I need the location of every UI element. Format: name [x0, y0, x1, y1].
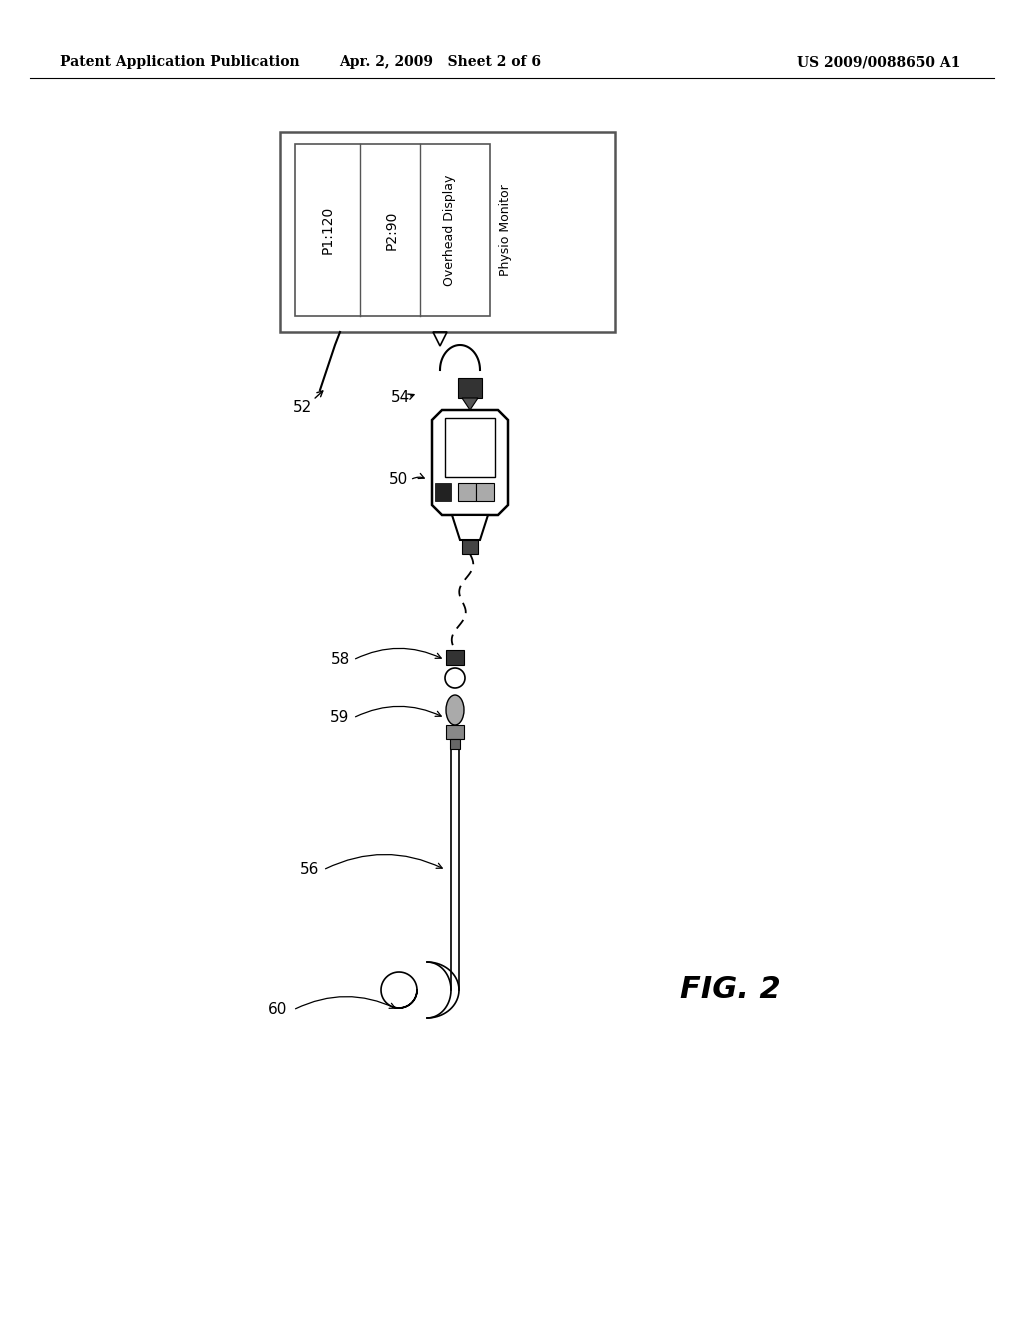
Polygon shape: [462, 399, 478, 411]
Text: 58: 58: [331, 652, 349, 668]
Bar: [446, 725, 464, 739]
Bar: [462, 540, 478, 554]
Bar: [280, 132, 615, 333]
Text: Overhead Display: Overhead Display: [443, 174, 457, 285]
Bar: [458, 378, 482, 399]
Bar: [295, 144, 490, 315]
Text: US 2009/0088650 A1: US 2009/0088650 A1: [797, 55, 961, 69]
Text: Apr. 2, 2009   Sheet 2 of 6: Apr. 2, 2009 Sheet 2 of 6: [339, 55, 541, 69]
Bar: [435, 483, 451, 502]
Text: 54: 54: [390, 391, 410, 405]
Text: 59: 59: [331, 710, 349, 726]
Text: 56: 56: [300, 862, 319, 878]
Bar: [446, 649, 464, 665]
Text: P1:120: P1:120: [321, 206, 335, 255]
Text: P2:90: P2:90: [385, 210, 399, 249]
Text: FIG. 2: FIG. 2: [680, 975, 780, 1005]
Bar: [445, 418, 495, 477]
Text: 52: 52: [293, 400, 312, 416]
Polygon shape: [452, 515, 488, 540]
Text: Physio Monitor: Physio Monitor: [499, 183, 512, 276]
Bar: [450, 739, 460, 748]
Bar: [458, 483, 476, 502]
Text: Patent Application Publication: Patent Application Publication: [60, 55, 300, 69]
Ellipse shape: [446, 696, 464, 725]
Text: 50: 50: [388, 473, 408, 487]
Bar: [476, 483, 494, 502]
Text: 60: 60: [268, 1002, 288, 1018]
Polygon shape: [432, 411, 508, 515]
